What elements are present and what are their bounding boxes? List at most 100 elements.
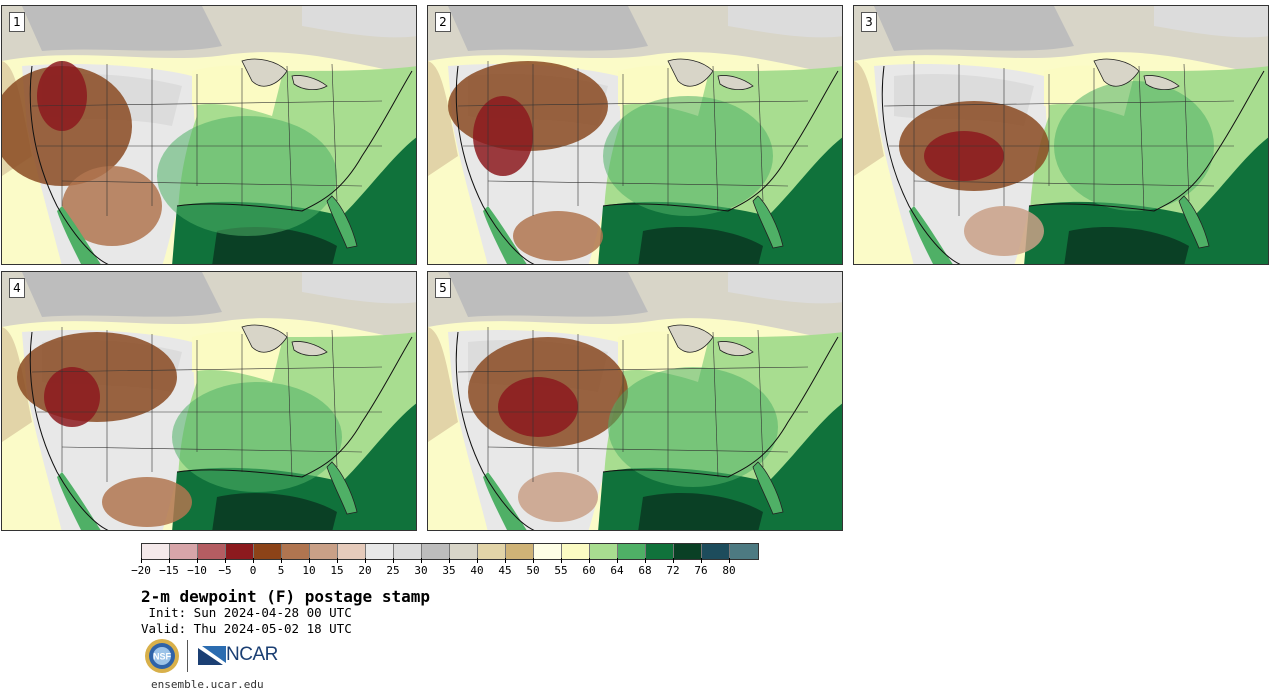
colorbar-tick: [365, 558, 366, 563]
ncar-logo: [198, 646, 226, 665]
colorbar-tick: [589, 558, 590, 563]
dry-area: [924, 131, 1004, 181]
great-lakes: [291, 75, 328, 90]
dry-area: [964, 206, 1044, 256]
nsf-logo: NSF: [145, 639, 179, 673]
colorbar-tick: [421, 558, 422, 563]
coastline: [881, 65, 1265, 264]
logo-divider: [187, 640, 188, 672]
colorbar-ticks: −20 −15 −10 −5 0 5 10 15 20 25 30 35 40 45 50 55 60 64 68 7…: [131, 558, 757, 578]
colorbar-tick-label: 40: [470, 564, 484, 577]
colorbar-cell: [730, 544, 758, 559]
colorbar: [141, 543, 759, 560]
dewpoint-map-5: [428, 272, 842, 530]
colorbar-tick-label: 50: [526, 564, 540, 577]
colorbar-cell: [282, 544, 310, 559]
coastline: [29, 65, 413, 264]
page-title: 2-m dewpoint (F) postage stamp: [141, 587, 430, 606]
stamp-panel-4: 4: [1, 271, 417, 531]
dewpoint-map-3: [854, 6, 1268, 264]
colorbar-cell: [170, 544, 198, 559]
colorbar-cell: [366, 544, 394, 559]
canada-gray: [448, 272, 648, 317]
great-lakes: [291, 341, 328, 356]
colorbar-tick-label: 0: [249, 564, 257, 577]
colorbar-tick: [281, 558, 282, 563]
colorbar-tick: [617, 558, 618, 563]
dry-area: [473, 96, 533, 176]
colorbar-cell: [422, 544, 450, 559]
colorbar-tick-label: 15: [330, 564, 344, 577]
colorbar-tick-label: 25: [386, 564, 400, 577]
colorbar-tick-label: 76: [694, 564, 708, 577]
colorbar-tick: [141, 558, 142, 563]
site-url: ensemble.ucar.edu: [151, 678, 264, 691]
moist-area: [157, 116, 337, 236]
panel-number: 5: [435, 278, 451, 298]
gulf-deep: [212, 227, 337, 264]
panel-number: 1: [9, 12, 25, 32]
colorbar-tick: [533, 558, 534, 563]
stamp-panel-5: 5: [427, 271, 843, 531]
colorbar-tick: [729, 558, 730, 563]
gulf-deep: [638, 227, 763, 264]
colorbar-tick-label: 5: [277, 564, 285, 577]
gulf-deep: [638, 493, 763, 530]
colorbar-cell: [394, 544, 422, 559]
colorbar-cell: [618, 544, 646, 559]
baja-strip: [909, 206, 953, 264]
colorbar-tick: [449, 558, 450, 563]
colorbar-tick-label: 80: [722, 564, 736, 577]
stamp-panel-1: 1: [1, 5, 417, 265]
canada-gray: [874, 6, 1074, 51]
great-lakes: [667, 324, 714, 353]
great-lakes: [1143, 75, 1180, 90]
colorbar-tick: [309, 558, 310, 563]
colorbar-tick: [645, 558, 646, 563]
colorbar-tick: [169, 558, 170, 563]
dewpoint-map-1: [2, 6, 416, 264]
colorbar-tick-label: 10: [302, 564, 316, 577]
colorbar-cell: [450, 544, 478, 559]
colorbar-tick-label: 60: [582, 564, 596, 577]
canada-gray-east: [302, 272, 416, 304]
great-lakes: [241, 58, 288, 87]
stamp-panel-3: 3: [853, 5, 1269, 265]
colorbar-tick: [197, 558, 198, 563]
great-lakes: [667, 58, 714, 87]
canada-gray-east: [728, 6, 842, 38]
state-borders: [883, 61, 1235, 216]
colorbar-tick-label: 72: [666, 564, 680, 577]
dry-area: [62, 166, 162, 246]
pacific-band: [428, 327, 458, 442]
colorbar-tick: [505, 558, 506, 563]
colorbar-tick: [561, 558, 562, 563]
colorbar-cell: [590, 544, 618, 559]
florida: [752, 195, 784, 249]
colorbar-cell: [198, 544, 226, 559]
panel-number: 2: [435, 12, 451, 32]
canada-gray-east: [302, 6, 416, 38]
coastline: [455, 331, 839, 530]
dry-area: [102, 477, 192, 527]
moist-area: [603, 96, 773, 216]
colorbar-cell: [562, 544, 590, 559]
baja-strip: [57, 206, 101, 264]
pacific-band: [854, 61, 884, 176]
gulf-deep: [212, 493, 337, 530]
colorbar-tick: [225, 558, 226, 563]
init-time: Init: Sun 2024-04-28 00 UTC: [141, 605, 352, 620]
state-borders: [457, 61, 809, 216]
colorbar-tick: [253, 558, 254, 563]
canada-gray: [22, 6, 222, 51]
great-lakes: [241, 324, 288, 353]
colorbar-cell: [338, 544, 366, 559]
baja-strip: [57, 472, 101, 530]
colorbar-tick-label: 20: [358, 564, 372, 577]
colorbar-cell: [702, 544, 730, 559]
colorbar-tick-label: 55: [554, 564, 568, 577]
gulf-deep: [1064, 227, 1189, 264]
state-borders: [31, 327, 383, 482]
colorbar-cell: [534, 544, 562, 559]
great-lakes: [1093, 58, 1140, 87]
